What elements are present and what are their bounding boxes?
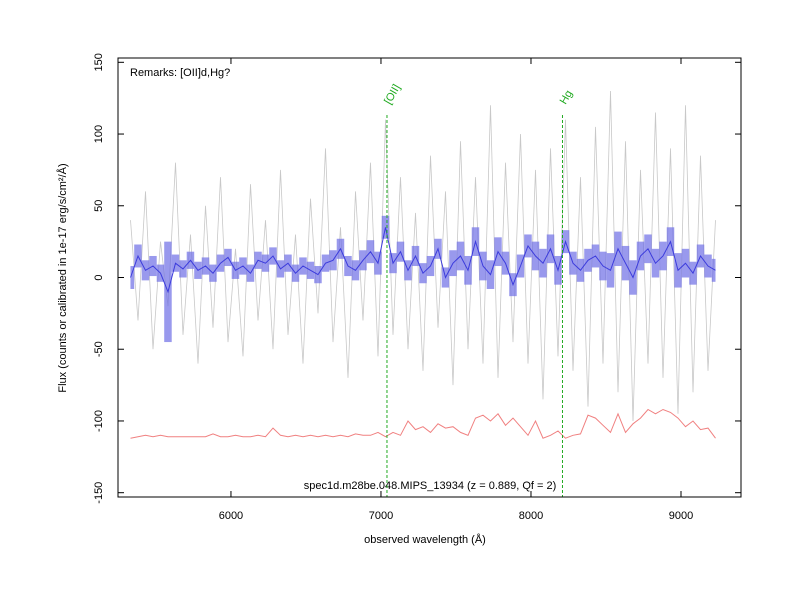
y-tick-label: 0: [93, 274, 105, 280]
spectrum-line: [130, 408, 716, 439]
y-axis-label: Flux (counts or calibrated in 1e-17 erg/…: [56, 163, 69, 392]
error-band: [711, 258, 716, 282]
spectrum-line: [130, 90, 716, 422]
y-tick-label: 100: [93, 125, 105, 143]
x-tick-label: 7000: [369, 510, 393, 522]
y-tick-label: 150: [93, 53, 105, 71]
y-tick-label: -50: [93, 341, 105, 357]
y-tick-label: 50: [93, 200, 105, 212]
y-tick-label: -150: [93, 482, 105, 504]
plot-area: [130, 90, 716, 439]
x-tick-label: 8000: [519, 510, 543, 522]
error-band: [130, 266, 135, 289]
x-axis-label: observed wavelength (Å): [364, 533, 486, 546]
x-tick-label: 6000: [219, 510, 243, 522]
y-tick-label: -100: [93, 410, 105, 432]
chart-title: spec1d.m28be.048.MIPS_13934 (z = 0.889, …: [304, 480, 557, 492]
spectrum-line: [130, 227, 716, 294]
remarks: Remarks: [OII]d,Hg?: [130, 67, 230, 79]
x-tick-label: 9000: [669, 510, 693, 522]
